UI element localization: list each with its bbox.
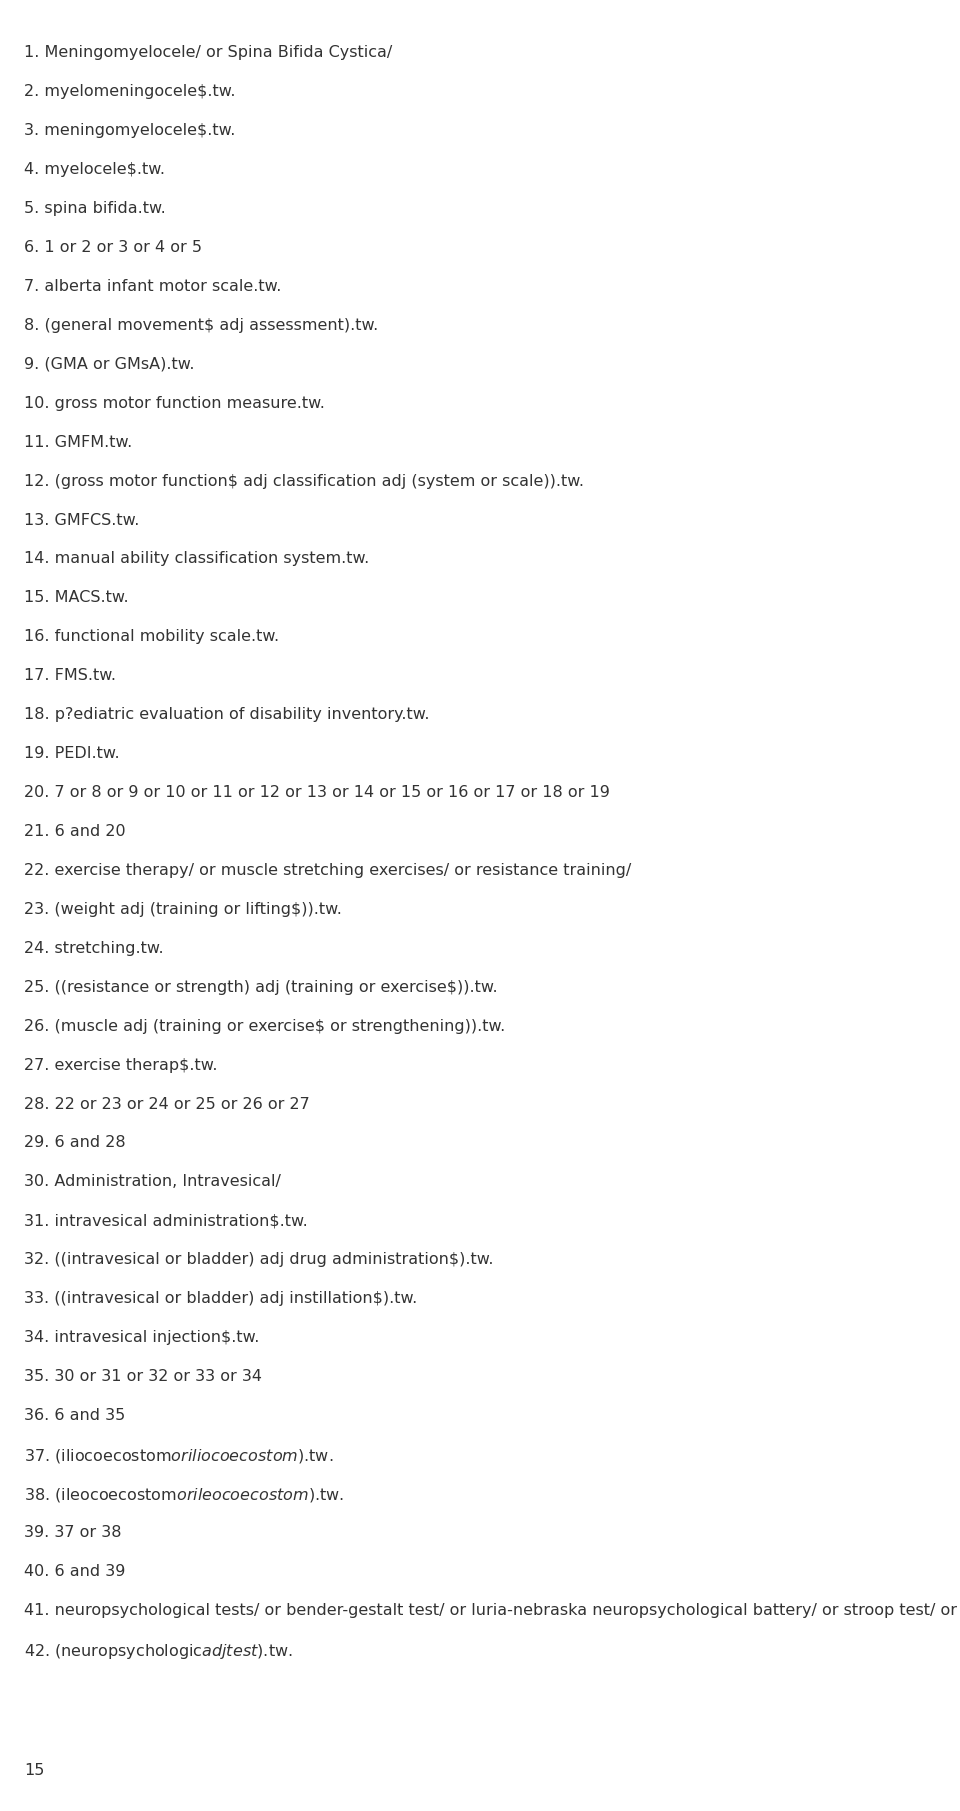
Text: 40. 6 and 39: 40. 6 and 39 (24, 1563, 126, 1579)
Text: 38. (ileocoecostom$ or ileo coecostom$).tw.: 38. (ileocoecostom$ or ileo coecostom$).… (24, 1485, 345, 1503)
Text: 18. p?ediatric evaluation of disability inventory.tw.: 18. p?ediatric evaluation of disability … (24, 706, 429, 723)
Text: 27. exercise therap$.tw.: 27. exercise therap$.tw. (24, 1058, 217, 1072)
Text: 17. FMS.tw.: 17. FMS.tw. (24, 668, 116, 683)
Text: 5. spina bifida.tw.: 5. spina bifida.tw. (24, 201, 166, 216)
Text: 11. GMFM.tw.: 11. GMFM.tw. (24, 435, 132, 449)
Text: 7. alberta infant motor scale.tw.: 7. alberta infant motor scale.tw. (24, 279, 281, 293)
Text: 33. ((intravesical or bladder) adj instillation$).tw.: 33. ((intravesical or bladder) adj insti… (24, 1291, 418, 1306)
Text: 1. Meningomyelocele/ or Spina Bifida Cystica/: 1. Meningomyelocele/ or Spina Bifida Cys… (24, 45, 393, 60)
Text: 42. (neuropsychologic$ adj test$).tw.: 42. (neuropsychologic$ adj test$).tw. (24, 1641, 293, 1661)
Text: 8. (general movement$ adj assessment).tw.: 8. (general movement$ adj assessment).tw… (24, 317, 378, 333)
Text: 15. MACS.tw.: 15. MACS.tw. (24, 590, 129, 605)
Text: 29. 6 and 28: 29. 6 and 28 (24, 1135, 126, 1150)
Text: 22. exercise therapy/ or muscle stretching exercises/ or resistance training/: 22. exercise therapy/ or muscle stretchi… (24, 862, 631, 878)
Text: 41. neuropsychological tests/ or bender-gestalt test/ or luria-nebraska neuropsy: 41. neuropsychological tests/ or bender-… (24, 1603, 960, 1617)
Text: 14. manual ability classification system.tw.: 14. manual ability classification system… (24, 551, 370, 567)
Text: 21. 6 and 20: 21. 6 and 20 (24, 824, 126, 838)
Text: 10. gross motor function measure.tw.: 10. gross motor function measure.tw. (24, 395, 324, 411)
Text: 24. stretching.tw.: 24. stretching.tw. (24, 940, 163, 956)
Text: 23. (weight adj (training or lifting$)).tw.: 23. (weight adj (training or lifting$)).… (24, 902, 342, 916)
Text: 15: 15 (24, 1764, 44, 1778)
Text: 9. (GMA or GMsA).tw.: 9. (GMA or GMsA).tw. (24, 357, 195, 371)
Text: 2. myelomeningocele$.tw.: 2. myelomeningocele$.tw. (24, 83, 235, 100)
Text: 6. 1 or 2 or 3 or 4 or 5: 6. 1 or 2 or 3 or 4 or 5 (24, 239, 202, 255)
Text: 16. functional mobility scale.tw.: 16. functional mobility scale.tw. (24, 628, 279, 645)
Text: 30. Administration, Intravesical/: 30. Administration, Intravesical/ (24, 1174, 280, 1190)
Text: 28. 22 or 23 or 24 or 25 or 26 or 27: 28. 22 or 23 or 24 or 25 or 26 or 27 (24, 1096, 310, 1112)
Text: 36. 6 and 35: 36. 6 and 35 (24, 1407, 125, 1423)
Text: 25. ((resistance or strength) adj (training or exercise$)).tw.: 25. ((resistance or strength) adj (train… (24, 980, 497, 994)
Text: 19. PEDI.tw.: 19. PEDI.tw. (24, 746, 120, 761)
Text: 35. 30 or 31 or 32 or 33 or 34: 35. 30 or 31 or 32 or 33 or 34 (24, 1369, 262, 1384)
Text: 13. GMFCS.tw.: 13. GMFCS.tw. (24, 513, 139, 527)
Text: 26. (muscle adj (training or exercise$ or strengthening)).tw.: 26. (muscle adj (training or exercise$ o… (24, 1018, 505, 1034)
Text: 3. meningomyelocele$.tw.: 3. meningomyelocele$.tw. (24, 123, 235, 138)
Text: 39. 37 or 38: 39. 37 or 38 (24, 1525, 121, 1539)
Text: 37. (iliocoecostom$ or ilio coecostom$).tw.: 37. (iliocoecostom$ or ilio coecostom$).… (24, 1447, 333, 1465)
Text: 32. ((intravesical or bladder) adj drug administration$).tw.: 32. ((intravesical or bladder) adj drug … (24, 1251, 493, 1268)
Text: 20. 7 or 8 or 9 or 10 or 11 or 12 or 13 or 14 or 15 or 16 or 17 or 18 or 19: 20. 7 or 8 or 9 or 10 or 11 or 12 or 13 … (24, 784, 610, 800)
Text: 31. intravesical administration$.tw.: 31. intravesical administration$.tw. (24, 1213, 307, 1228)
Text: 34. intravesical injection$.tw.: 34. intravesical injection$.tw. (24, 1329, 259, 1346)
Text: 4. myelocele$.tw.: 4. myelocele$.tw. (24, 163, 165, 177)
Text: 12. (gross motor function$ adj classification adj (system or scale)).tw.: 12. (gross motor function$ adj classific… (24, 473, 584, 489)
